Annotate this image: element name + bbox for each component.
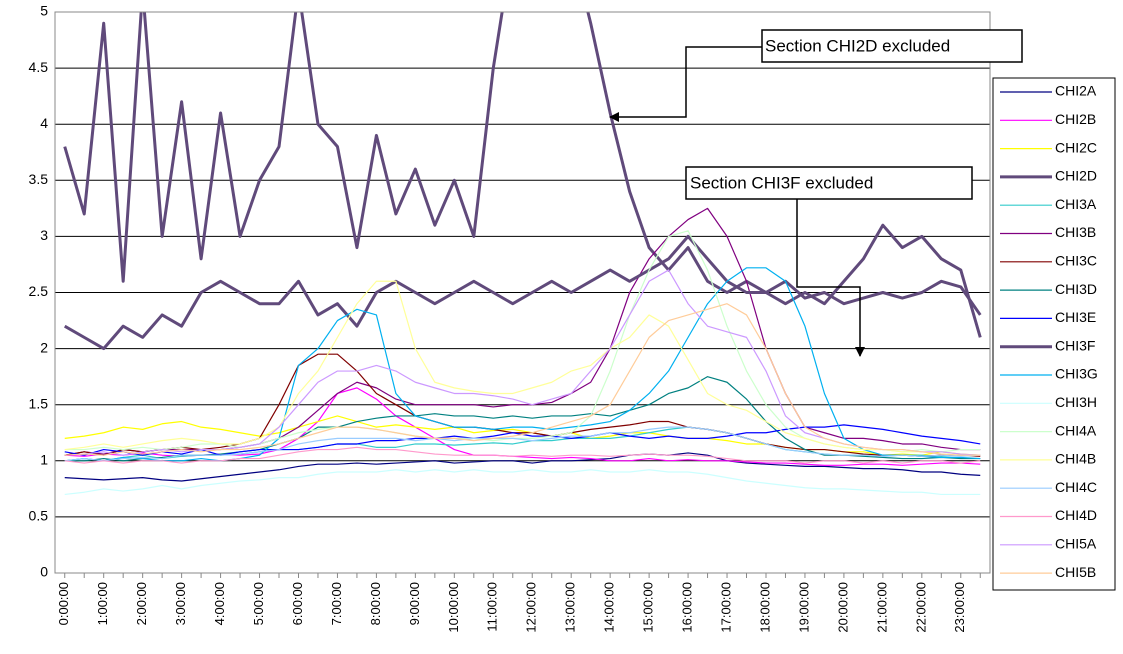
y-tick-label: 4 xyxy=(40,115,48,131)
plot-lines xyxy=(63,12,982,496)
series-line xyxy=(64,469,981,496)
legend-label: CHI3H xyxy=(1055,394,1097,410)
series-line xyxy=(64,452,981,482)
series-line xyxy=(63,223,982,351)
annotation-box xyxy=(761,29,1023,63)
legend-label: CHI3B xyxy=(1055,224,1096,240)
x-tick-label: 21:00:00 xyxy=(874,582,889,633)
legend-label: CHI3A xyxy=(1055,196,1097,212)
y-tick-label: 3 xyxy=(40,227,48,243)
y-tick-label: 4.5 xyxy=(29,59,49,75)
y-tick-label: 3.5 xyxy=(29,171,49,187)
x-tick-label: 11:00:00 xyxy=(485,582,500,632)
annotation-text: Section CHI3F excluded xyxy=(690,173,873,192)
y-tick-label: 0 xyxy=(40,564,48,580)
x-tick-label: 1:00:00 xyxy=(95,582,110,625)
x-tick-label: 22:00:00 xyxy=(913,582,928,633)
y-tick-label: 0.5 xyxy=(29,508,49,524)
x-tick-label: 9:00:00 xyxy=(407,582,422,625)
x-tick-label: 10:00:00 xyxy=(446,582,461,633)
x-tick-label: 18:00:00 xyxy=(757,582,772,633)
legend-label: CHI2A xyxy=(1055,83,1097,99)
legend-label: CHI2D xyxy=(1055,168,1097,184)
legend-label: CHI3G xyxy=(1055,366,1098,382)
x-tick-label: 17:00:00 xyxy=(718,582,733,633)
x-tick-label: 2:00:00 xyxy=(134,582,149,625)
legend-label: CHI4A xyxy=(1055,422,1097,438)
x-tick-label: 15:00:00 xyxy=(641,582,656,633)
x-tick-label: 13:00:00 xyxy=(563,582,578,633)
series-line xyxy=(64,426,981,462)
legend-label: CHI2B xyxy=(1055,111,1096,127)
series-line xyxy=(64,376,981,462)
annotation-arrow xyxy=(796,199,865,357)
series-line xyxy=(64,446,981,464)
x-tick-label: 19:00:00 xyxy=(796,582,811,633)
x-tick-label: 14:00:00 xyxy=(602,582,617,633)
x-tick-label: 7:00:00 xyxy=(329,582,344,625)
y-tick-label: 2 xyxy=(40,339,48,355)
x-tick-label: 0:00:00 xyxy=(56,582,71,625)
x-tick-label: 6:00:00 xyxy=(290,582,305,625)
legend-label: CHI4C xyxy=(1055,479,1097,495)
x-tick-label: 12:00:00 xyxy=(524,582,539,633)
legend-label: CHI3E xyxy=(1055,309,1096,325)
series-line xyxy=(63,12,982,316)
legend-label: CHI5B xyxy=(1055,564,1096,580)
series-line xyxy=(64,353,981,457)
y-tick-label: 5 xyxy=(40,3,48,19)
x-tick-label: 3:00:00 xyxy=(173,582,188,625)
x-tick-label: 16:00:00 xyxy=(680,582,695,633)
series-line xyxy=(64,230,981,453)
series-line xyxy=(64,280,981,456)
plot-frame xyxy=(54,11,991,574)
y-tick-label: 2.5 xyxy=(29,283,49,299)
legend-label: CHI3C xyxy=(1055,253,1097,269)
legend-label: CHI2C xyxy=(1055,139,1097,155)
legend-label: CHI3F xyxy=(1055,337,1095,353)
x-tick-label: 4:00:00 xyxy=(212,582,227,625)
legend-label: CHI5A xyxy=(1055,536,1097,552)
y-tick-label: 1 xyxy=(40,452,48,468)
legend-label: CHI4B xyxy=(1055,451,1096,467)
x-tick-label: 5:00:00 xyxy=(251,582,266,625)
y-tick-label: 1.5 xyxy=(29,395,49,411)
legend-label: CHI4D xyxy=(1055,507,1097,523)
annotation-chi3f: Section CHI3F excluded xyxy=(685,166,973,357)
series-line xyxy=(64,303,981,456)
annotation-box xyxy=(685,166,973,200)
legend-label: CHI3D xyxy=(1055,281,1097,297)
x-tick-label: 23:00:00 xyxy=(952,582,967,633)
annotation-text: Section CHI2D excluded xyxy=(765,36,950,55)
legend-box xyxy=(992,77,1116,591)
legend: CHI2A CHI2B CHI2C CHI2D CHI3A CHI3B CHI3C CHI3D… xyxy=(1000,83,1098,580)
x-tick-label: 20:00:00 xyxy=(835,582,850,633)
x-tick-label: 8:00:00 xyxy=(368,582,383,625)
annotation-chi2d: Section CHI2D excluded xyxy=(609,29,1023,122)
annotation-arrow xyxy=(609,46,762,122)
